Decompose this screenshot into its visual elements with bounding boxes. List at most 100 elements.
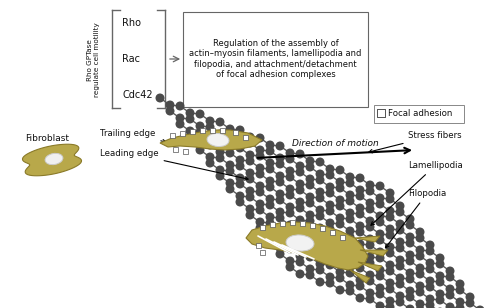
Bar: [377, 109, 385, 117]
Circle shape: [346, 209, 354, 217]
Circle shape: [366, 241, 374, 249]
Circle shape: [356, 210, 364, 218]
Circle shape: [456, 286, 464, 294]
Circle shape: [216, 154, 224, 162]
Circle shape: [356, 264, 364, 272]
Circle shape: [276, 196, 284, 204]
Circle shape: [236, 192, 244, 200]
Circle shape: [226, 143, 234, 151]
Circle shape: [386, 297, 394, 305]
Circle shape: [406, 221, 414, 229]
Circle shape: [456, 298, 464, 306]
Circle shape: [296, 186, 304, 194]
Circle shape: [206, 123, 214, 131]
Circle shape: [286, 173, 294, 181]
Circle shape: [406, 215, 414, 223]
Circle shape: [286, 167, 294, 175]
Circle shape: [256, 182, 264, 190]
Bar: [310, 222, 314, 228]
Circle shape: [246, 193, 254, 201]
Circle shape: [386, 189, 394, 197]
Circle shape: [416, 228, 424, 236]
Text: Focal adhesion: Focal adhesion: [388, 108, 452, 117]
Circle shape: [336, 184, 344, 192]
Circle shape: [316, 230, 324, 238]
Circle shape: [216, 130, 224, 138]
Bar: [180, 131, 184, 136]
Circle shape: [476, 306, 484, 308]
Circle shape: [226, 131, 234, 139]
Circle shape: [376, 248, 384, 256]
Circle shape: [466, 299, 474, 307]
Circle shape: [376, 182, 384, 190]
Circle shape: [346, 227, 354, 235]
Circle shape: [396, 238, 404, 246]
Circle shape: [356, 204, 364, 212]
Circle shape: [296, 240, 304, 248]
Polygon shape: [350, 270, 370, 283]
Circle shape: [256, 146, 264, 154]
Circle shape: [376, 212, 384, 220]
Bar: [242, 135, 248, 140]
Circle shape: [326, 183, 334, 191]
Circle shape: [416, 288, 424, 296]
Circle shape: [296, 204, 304, 212]
Circle shape: [306, 211, 314, 219]
Bar: [260, 225, 264, 229]
Circle shape: [286, 149, 294, 157]
Circle shape: [376, 236, 384, 244]
Circle shape: [236, 174, 244, 182]
Circle shape: [296, 198, 304, 206]
Circle shape: [286, 239, 294, 247]
Circle shape: [286, 245, 294, 253]
Circle shape: [216, 136, 224, 144]
Circle shape: [366, 223, 374, 231]
Circle shape: [336, 232, 344, 240]
Circle shape: [326, 273, 334, 281]
Circle shape: [366, 217, 374, 225]
Circle shape: [316, 242, 324, 250]
Circle shape: [186, 127, 194, 135]
Circle shape: [336, 250, 344, 258]
Circle shape: [406, 269, 414, 277]
Circle shape: [226, 161, 234, 169]
Text: Rac: Rac: [122, 54, 140, 64]
Bar: [200, 128, 204, 132]
Circle shape: [436, 254, 444, 262]
Circle shape: [316, 170, 324, 178]
Circle shape: [396, 220, 404, 228]
Circle shape: [206, 135, 214, 143]
Circle shape: [436, 278, 444, 286]
Circle shape: [226, 179, 234, 187]
Circle shape: [446, 267, 454, 275]
Circle shape: [436, 272, 444, 280]
Circle shape: [346, 251, 354, 259]
Circle shape: [226, 185, 234, 193]
Bar: [190, 128, 194, 133]
Circle shape: [266, 201, 274, 209]
Circle shape: [296, 222, 304, 230]
Circle shape: [196, 140, 204, 148]
Circle shape: [306, 229, 314, 237]
Circle shape: [406, 239, 414, 247]
Circle shape: [206, 117, 214, 125]
Circle shape: [226, 149, 234, 157]
Circle shape: [416, 234, 424, 242]
Polygon shape: [355, 236, 380, 242]
Circle shape: [326, 189, 334, 197]
Bar: [170, 132, 174, 137]
Circle shape: [416, 264, 424, 272]
Circle shape: [416, 270, 424, 278]
Circle shape: [296, 252, 304, 260]
Circle shape: [196, 128, 204, 136]
Circle shape: [316, 212, 324, 220]
Circle shape: [246, 139, 254, 147]
Circle shape: [196, 110, 204, 118]
Circle shape: [246, 133, 254, 141]
Circle shape: [336, 268, 344, 276]
Circle shape: [316, 248, 324, 256]
Bar: [210, 128, 214, 132]
Circle shape: [186, 115, 194, 123]
Circle shape: [376, 218, 384, 226]
Circle shape: [396, 202, 404, 210]
